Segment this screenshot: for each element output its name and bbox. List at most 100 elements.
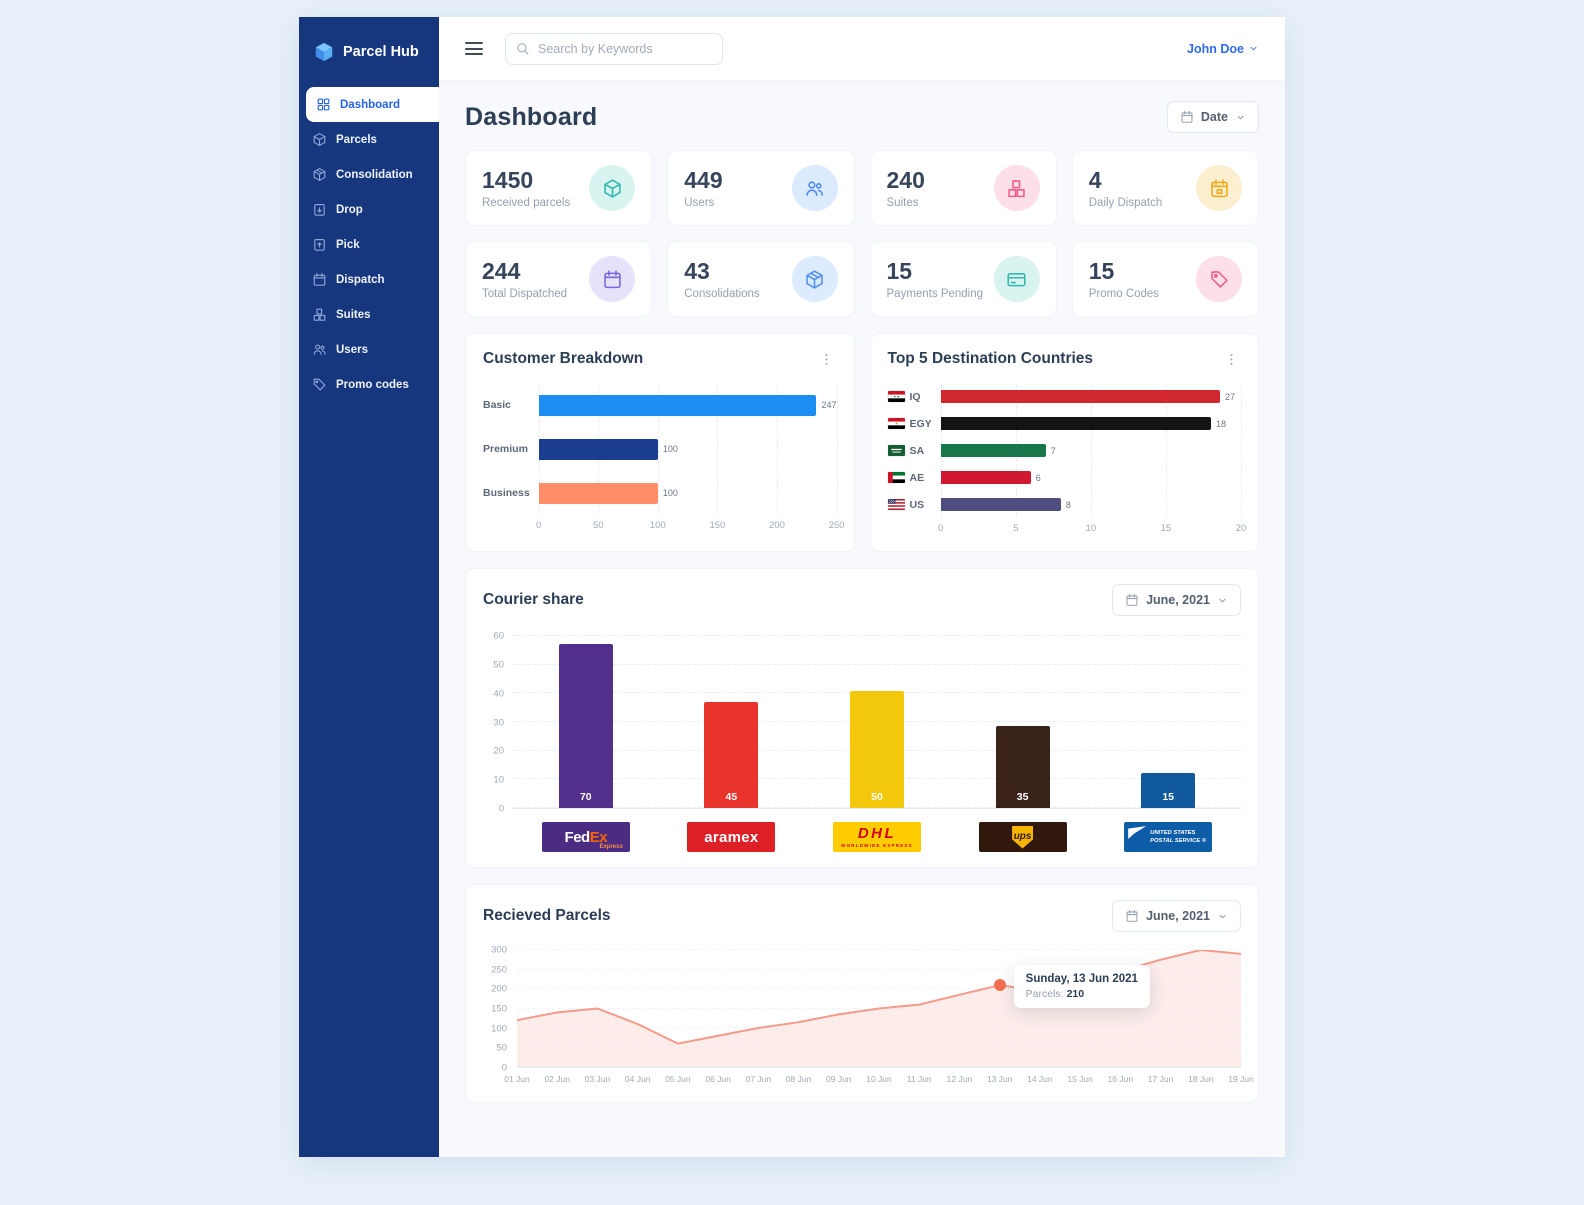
axis-tick: 15 [1160,523,1172,534]
gridline [517,968,1241,970]
tag-icon [312,377,327,392]
axis-tick: 200 [769,520,785,531]
category-label: Basic [483,399,512,411]
axis-tick: 05 Jun [665,1074,691,1084]
chart-title: Courier share [483,591,584,608]
usps-eagle-icon [1128,826,1147,839]
calendar-icon [312,272,327,287]
stat-card-consolidations: 43 Consolidations [667,241,855,317]
stat-card-received-parcels: 1450 Received parcels [465,150,653,226]
cube-icon [589,165,636,211]
axis-tick: 12 Jun [946,1074,973,1084]
bar-row: 100 [538,471,837,515]
brand-name: Parcel Hub [343,44,419,60]
sidebar-item-parcels[interactable]: Parcels [299,122,439,157]
usps-logo: UNITED STATES POSTAL SERVICE ® [1124,822,1213,852]
aramex-logo: aramex [687,822,776,852]
axis-tick: 0 [501,1062,507,1074]
sidebar-item-consolidation[interactable]: Consolidation [299,157,439,192]
category-label: IQ [887,383,932,410]
value-label: 18 [1215,418,1226,429]
gridline [657,385,659,513]
chart-title: Recieved Parcels [483,907,611,924]
axis-tick: 10 [1085,523,1097,534]
stat-value: 15 [1088,258,1115,284]
bar-row: 6 [940,464,1241,491]
stat-card-promo-codes: 15 Promo Codes [1071,241,1259,317]
card-header: Customer Breakdown [483,349,837,369]
courier-period-select[interactable]: June, 2021 [1112,584,1241,616]
value-label: 27 [1224,391,1235,402]
axis-tick: 14 Jun [1027,1074,1053,1084]
sidebar-item-dashboard[interactable]: Dashboard [306,87,439,122]
bar-row: 8 [940,491,1241,518]
tooltip-value-row: Parcels: 210 [1025,988,1085,1001]
calendar-box-icon [1196,165,1242,211]
y-axis: 0 10 20 30 40 50 60 [483,631,513,815]
dhl-logo: DHL WORLDWIDE EXPRESS [832,822,921,852]
sidebar-item-pick[interactable]: Pick [299,227,439,262]
card-icon [993,256,1040,302]
date-filter-button[interactable]: Date [1166,101,1259,133]
sidebar-item-dispatch[interactable]: Dispatch [299,262,439,297]
stat-value: 4 [1088,167,1102,193]
stat-card-total-dispatched: 244 Total Dispatched [465,241,653,317]
user-menu[interactable]: John Doe [1187,42,1259,56]
bar-ae [940,471,1031,484]
card-menu-button[interactable] [817,349,837,369]
gridline [836,385,838,513]
sidebar-item-label: Suites [336,308,371,321]
sidebar-item-label: Consolidation [336,168,413,181]
stat-label: Suites [886,197,919,209]
content: Dashboard Date 1450 Received parcels 449 Us… [439,81,1285,1157]
stat-value: 15 [886,258,913,284]
bar-us [940,498,1061,511]
period-label: June, 2021 [1146,593,1210,607]
axis-tick: 03 Jun [584,1074,611,1084]
calendar-icon [589,256,636,302]
ups-logo: ups [978,822,1067,852]
courier-share-card: Courier share June, 2021 0 10 20 30 40 50 60 70… [465,568,1259,868]
stats-grid: 1450 Received parcels 449 Users 240 Suites 4 Da… [465,150,1259,317]
courier-logos-row: Fed Ex Express aramex DHL WORLDWIDE EXPRESS up… [513,822,1241,852]
sidebar-item-users[interactable]: Users [299,332,439,367]
stat-label: Payments Pending [886,288,984,300]
stat-card-suites: 240 Suites [869,150,1057,226]
card-menu-button[interactable] [1221,349,1241,369]
axis-tick: 100 [491,1023,507,1035]
page-title: Dashboard [465,102,598,131]
gridline [717,385,719,513]
stat-card-users: 449 Users [667,150,855,226]
grid-icon [316,97,331,112]
sidebar-item-drop[interactable]: Drop [299,192,439,227]
value-label: 50 [871,791,883,803]
sidebar-item-label: Parcels [336,133,377,146]
chevron-down-icon [1217,911,1228,922]
axis-tick: 250 [828,520,845,531]
stat-value: 1450 [482,167,534,193]
stat-label: Promo Codes [1088,288,1160,300]
value-label: 15 [1162,791,1175,803]
stat-value: 244 [482,258,521,284]
value-label: 70 [579,791,592,803]
value-label: 247 [821,400,837,410]
axis-tick: 01 Jun [504,1074,530,1084]
cubes-icon [312,167,327,182]
sidebar-item-suites[interactable]: Suites [299,297,439,332]
parcels-period-select[interactable]: June, 2021 [1112,900,1241,932]
search-box [505,32,723,65]
bar-fedex: 70 [558,643,613,808]
topbar: John Doe [439,17,1285,81]
stat-value: 449 [684,167,723,193]
sidebar-item-promo-codes[interactable]: Promo codes [299,367,439,402]
bar-row: 27 [940,383,1241,410]
chevron-down-icon [1217,595,1228,606]
search-input[interactable] [505,32,723,65]
bar-aramex: 45 [704,702,759,808]
sidebar-nav: Dashboard Parcels Consolidation Drop Pick Dis… [299,87,439,402]
stat-label: Daily Dispatch [1088,197,1163,209]
menu-toggle-button[interactable] [465,42,483,55]
axis-tick: 0 [536,520,542,531]
brand-logo[interactable]: Parcel Hub [299,17,439,83]
brand-cube-icon [315,42,333,62]
